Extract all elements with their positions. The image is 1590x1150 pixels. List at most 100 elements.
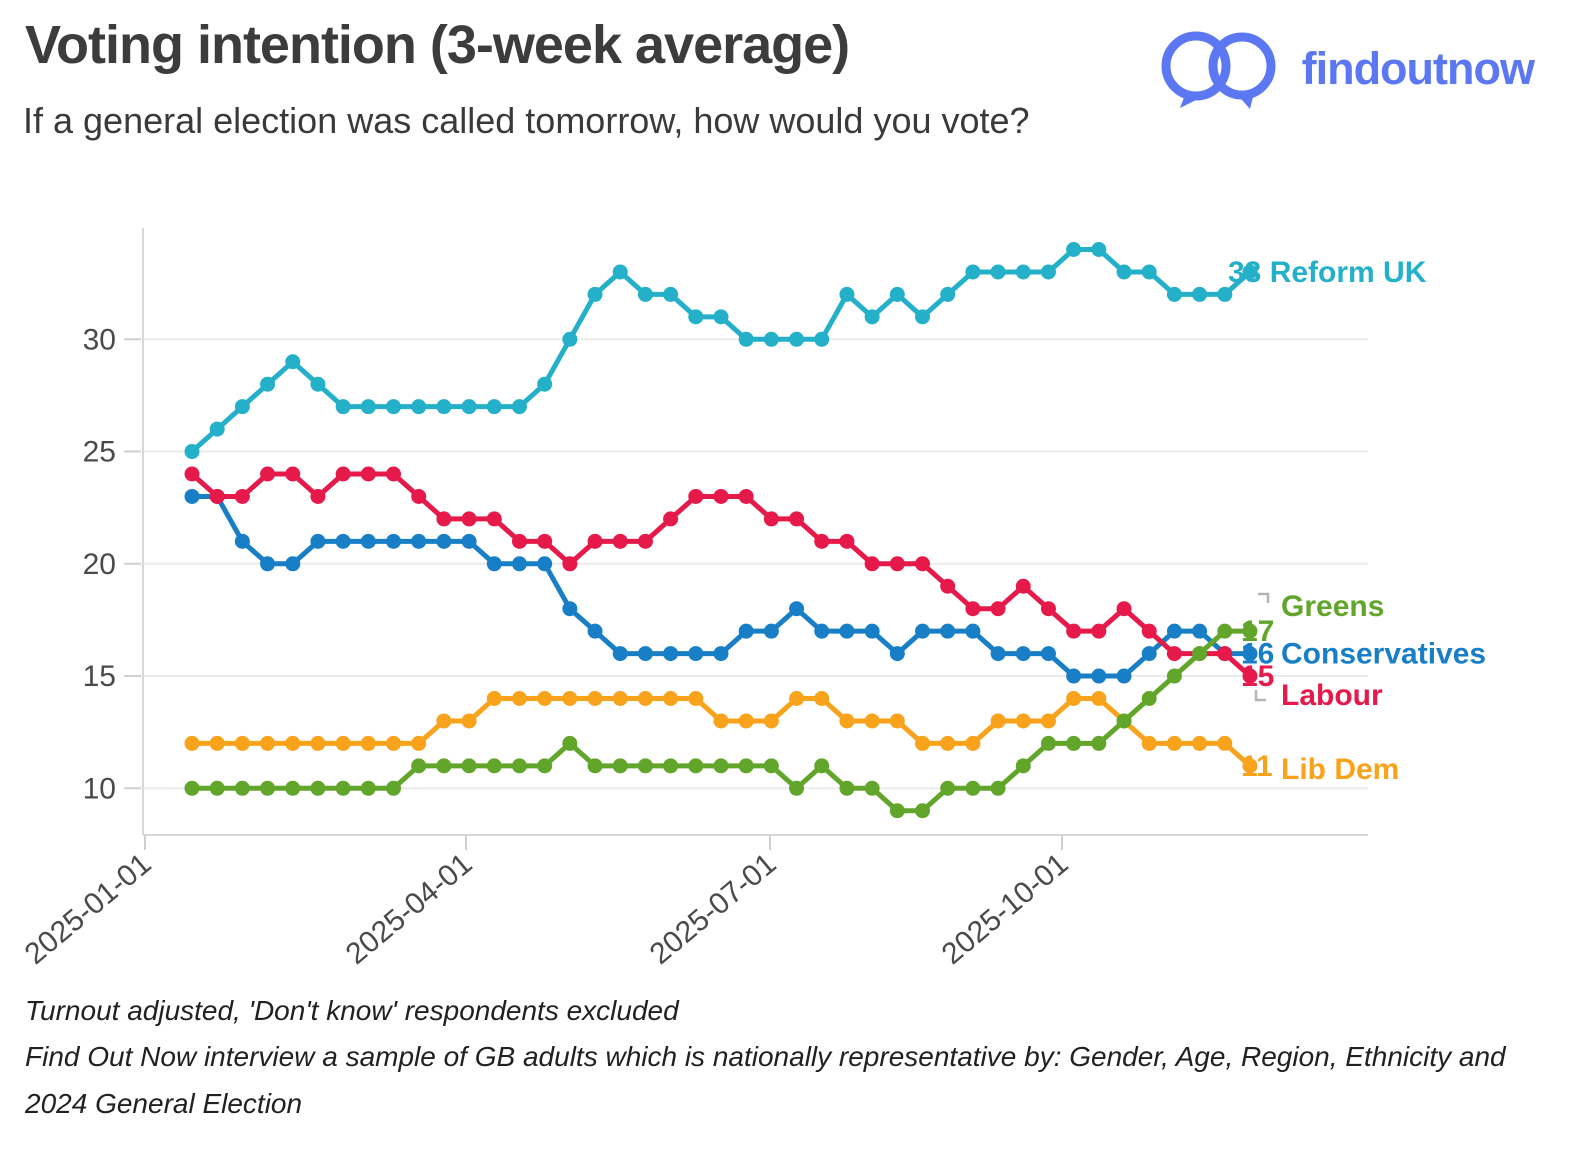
series-dot-greens — [713, 758, 729, 774]
footnote-line-1: Turnout adjusted, 'Don't know' responden… — [25, 995, 679, 1026]
series-dot-labour — [285, 466, 301, 482]
series-dot-conservatives — [411, 533, 427, 549]
end-name-conservatives: Conservatives — [1281, 638, 1486, 671]
series-dot-conservatives — [234, 533, 250, 549]
series-dot-labour — [965, 601, 981, 617]
series-dot-labour — [1040, 601, 1056, 617]
series-dot-greens — [1015, 758, 1031, 774]
series-dot-greens — [209, 780, 225, 796]
y-axis-label-10: 10 — [83, 772, 116, 805]
series-dot-greens — [234, 780, 250, 796]
series-dot-reform-uk — [537, 376, 553, 392]
series-dot-lib-dem — [839, 713, 855, 729]
series-reform-uk — [184, 242, 1258, 460]
series-dot-conservatives — [1091, 668, 1107, 684]
series-dot-conservatives — [1116, 668, 1132, 684]
series-dot-reform-uk — [1015, 264, 1031, 280]
series-dot-reform-uk — [713, 309, 729, 325]
series-dot-conservatives — [864, 623, 880, 639]
series-dot-conservatives — [486, 556, 502, 572]
series-dot-reform-uk — [411, 399, 427, 415]
x-axis-label-2025-10-01: 2025-10-01 — [936, 847, 1075, 971]
series-dot-greens — [915, 803, 931, 819]
series-dot-lib-dem — [1040, 713, 1056, 729]
series-dot-lib-dem — [1166, 735, 1182, 751]
series-dot-labour — [637, 533, 653, 549]
series-dot-reform-uk — [915, 309, 931, 325]
x-axis-label-2025-04-01: 2025-04-01 — [340, 847, 479, 971]
series-dot-lib-dem — [234, 735, 250, 751]
end-value-conservatives: 16 — [1241, 638, 1274, 671]
series-dot-reform-uk — [889, 286, 905, 302]
series-dot-greens — [285, 780, 301, 796]
series-dot-lib-dem — [285, 735, 301, 751]
series-dot-conservatives — [1015, 646, 1031, 662]
series-dot-conservatives — [562, 601, 578, 617]
series-dot-conservatives — [839, 623, 855, 639]
series-dot-lib-dem — [386, 735, 402, 751]
series-dot-labour — [1116, 601, 1132, 617]
series-dot-reform-uk — [637, 286, 653, 302]
series-greens — [184, 623, 1258, 819]
series-dot-labour — [234, 488, 250, 504]
series-dot-labour — [209, 488, 225, 504]
series-dot-labour — [511, 533, 527, 549]
series-line-labour — [189, 471, 1253, 679]
series-line-reform-uk — [189, 247, 1253, 455]
series-dot-conservatives — [436, 533, 452, 549]
series-dot-greens — [587, 758, 603, 774]
end-name-greens: Greens — [1281, 590, 1384, 623]
series-dot-lib-dem — [965, 735, 981, 751]
series-dot-lib-dem — [688, 691, 704, 706]
series-dot-conservatives — [814, 623, 830, 639]
series-dot-conservatives — [184, 488, 200, 504]
bubble-tail-right — [1235, 89, 1255, 109]
bubble-tail-left — [1179, 92, 1202, 108]
series-dot-labour — [1242, 668, 1258, 684]
series-dot-reform-uk — [1192, 286, 1208, 302]
series-dot-conservatives — [688, 646, 704, 662]
series-line-lib-dem — [189, 696, 1253, 769]
series-dot-lib-dem — [1192, 735, 1208, 751]
series-dot-greens — [562, 735, 578, 751]
series-dot-conservatives — [1242, 646, 1258, 662]
series-dot-greens — [965, 780, 981, 796]
series-dot-lib-dem — [184, 735, 200, 751]
series-dot-conservatives — [260, 556, 276, 572]
series-dot-greens — [184, 780, 200, 796]
series-dot-reform-uk — [209, 421, 225, 437]
series-dot-conservatives — [285, 556, 301, 572]
series-dot-greens — [335, 780, 351, 796]
series-dot-lib-dem — [915, 735, 931, 751]
series-dot-reform-uk — [310, 376, 326, 392]
series-dot-reform-uk — [285, 354, 301, 370]
series-dot-conservatives — [965, 623, 981, 639]
series-dot-lib-dem — [461, 713, 477, 729]
series-dot-lib-dem — [1015, 713, 1031, 729]
series-dot-greens — [1141, 691, 1157, 706]
series-dot-conservatives — [789, 601, 805, 617]
series-dot-greens — [411, 758, 427, 774]
series-dot-conservatives — [1040, 646, 1056, 662]
series-dot-labour — [184, 466, 200, 482]
series-dot-reform-uk — [864, 309, 880, 325]
series-dot-labour — [738, 488, 754, 504]
series-dot-conservatives — [511, 556, 527, 572]
chart-subtitle: If a general election was called tomorro… — [23, 100, 1030, 141]
series-dot-reform-uk — [990, 264, 1006, 280]
series-dot-labour — [461, 511, 477, 527]
series-dot-greens — [436, 758, 452, 774]
series-dot-greens — [864, 780, 880, 796]
series-dot-greens — [688, 758, 704, 774]
label-leader-mark-greens — [1258, 592, 1270, 603]
series-dot-reform-uk — [1242, 264, 1258, 280]
series-dot-conservatives — [537, 556, 553, 572]
series-dot-reform-uk — [763, 331, 779, 347]
series-dot-greens — [386, 780, 402, 796]
series-dot-lib-dem — [1217, 735, 1233, 751]
series-dot-greens — [990, 780, 1006, 796]
series-dot-greens — [1242, 623, 1258, 639]
series-dot-lib-dem — [889, 713, 905, 729]
series-dot-lib-dem — [612, 691, 628, 706]
page-title: Voting intention (3-week average) — [25, 15, 850, 75]
